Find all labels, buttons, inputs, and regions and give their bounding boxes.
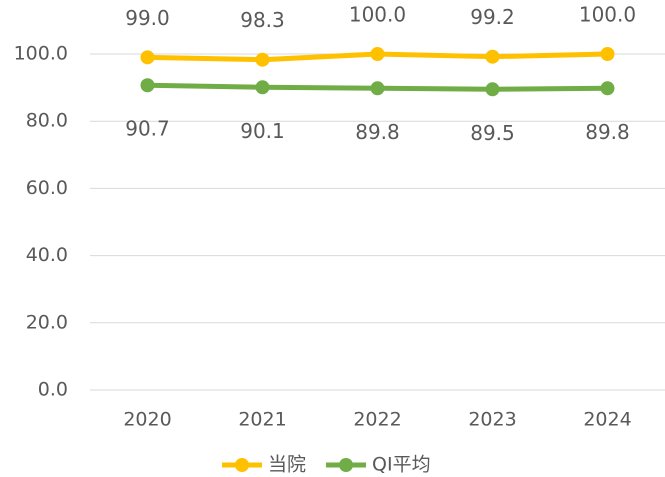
y-tick-label: 20.0 [26,311,68,333]
legend-label: QI平均 [372,454,431,476]
data-label: 100.0 [579,3,636,27]
data-point [140,50,155,65]
legend-marker [235,458,249,472]
data-point [370,47,385,61]
data-label: 100.0 [349,3,406,27]
x-tick-label: 2021 [238,409,286,431]
data-label: 89.8 [355,120,400,144]
x-tick-label: 2023 [468,409,516,431]
data-point [600,81,615,96]
data-label: 99.0 [125,6,170,30]
data-label: 89.8 [585,120,630,144]
data-point [370,81,385,96]
data-label: 90.7 [125,117,170,141]
data-point [140,78,155,93]
y-tick-label: 60.0 [26,177,68,199]
data-point [255,80,270,95]
data-label: 90.1 [240,119,285,143]
data-label: 99.2 [470,5,515,29]
y-tick-label: 100.0 [14,43,68,65]
data-point [485,49,500,64]
data-label: 89.5 [470,121,515,145]
x-tick-label: 2022 [353,409,401,431]
legend-marker [339,458,354,472]
y-tick-label: 0.0 [38,379,68,401]
x-tick-label: 2020 [123,409,171,431]
data-point [485,82,500,97]
data-point [255,52,270,67]
x-tick-label: 2024 [583,409,631,431]
data-label: 98.3 [240,8,285,32]
y-tick-label: 80.0 [26,110,68,132]
data-point [600,47,615,61]
y-tick-label: 40.0 [26,244,68,266]
legend-label: 当院 [268,454,306,476]
